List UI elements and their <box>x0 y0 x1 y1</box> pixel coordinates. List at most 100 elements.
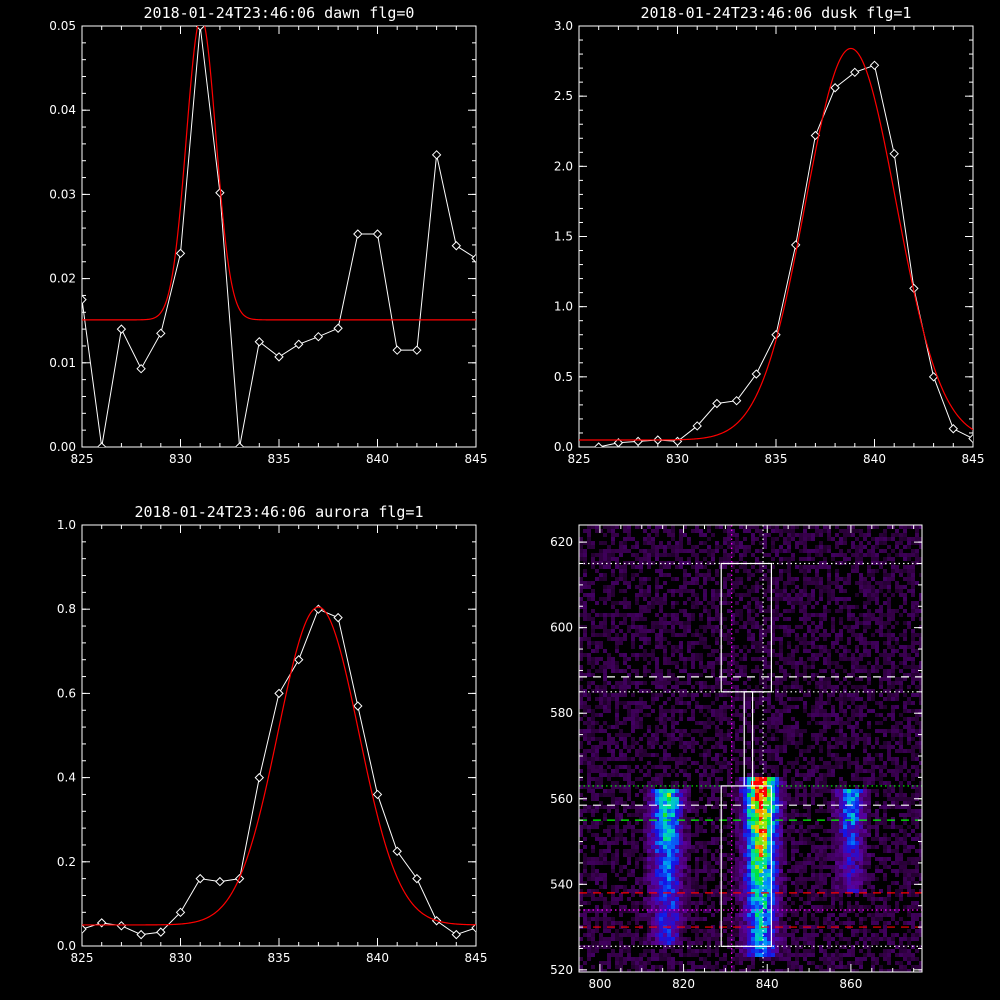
data-point <box>412 345 422 355</box>
y-tick-label: 0.0 <box>57 939 76 953</box>
data-point <box>451 929 462 940</box>
y-tick-label: 0.04 <box>49 103 76 117</box>
image-chart: 800 820 840 860 520 540 560 580 600 620 <box>550 524 923 991</box>
data-point <box>692 421 702 431</box>
data-point <box>215 188 225 198</box>
y-tick-label: 2.5 <box>554 89 573 103</box>
x-tick-label: 845 <box>962 452 985 466</box>
dusk-title: 2018-01-24T23:46:06 dusk flg=1 <box>641 4 912 22</box>
data-point <box>215 876 225 887</box>
x-tick-label: 835 <box>268 951 291 965</box>
x-tick-label: 825 <box>568 452 591 466</box>
aurora-gaussian-fit-line <box>82 606 476 926</box>
y-tick-label: 0.8 <box>57 602 76 616</box>
y-tick-label: 0.00 <box>49 440 76 454</box>
data-point <box>471 923 476 933</box>
y-tick-label: 0.01 <box>49 356 76 370</box>
data-point <box>353 701 363 711</box>
y-tick-label: 580 <box>550 706 573 720</box>
data-point <box>392 345 402 355</box>
y-tick-label: 600 <box>550 621 573 635</box>
aurora-plot-area <box>82 604 476 940</box>
data-point <box>392 846 402 856</box>
x-tick-label: 840 <box>366 452 389 466</box>
y-tick-label: 0.2 <box>57 855 76 869</box>
data-point <box>451 241 462 251</box>
data-point <box>274 352 284 362</box>
data-point <box>633 436 643 447</box>
data-point <box>333 612 343 623</box>
data-point <box>731 395 742 406</box>
data-point <box>293 655 304 665</box>
data-point <box>82 294 87 305</box>
data-point <box>136 363 146 374</box>
data-point <box>254 337 265 347</box>
x-tick-label: 830 <box>666 452 689 466</box>
y-tick-label: 1.0 <box>57 518 76 532</box>
x-tick-label: 830 <box>169 452 192 466</box>
x-tick-label: 840 <box>756 977 779 991</box>
dawn-plot-frame <box>81 25 477 448</box>
data-point <box>968 433 973 444</box>
data-point <box>195 873 205 884</box>
aurora-title: 2018-01-24T23:46:06 aurora flg=1 <box>135 503 424 521</box>
data-point <box>96 442 107 447</box>
data-point <box>372 789 383 800</box>
data-point <box>751 369 762 379</box>
data-point <box>254 772 265 783</box>
data-point <box>116 921 127 931</box>
dawn-chart: 825 830 835 840 845 0.00 0.01 0.02 0.03 0.04 0.05 2… <box>49 4 487 466</box>
data-point <box>810 130 821 141</box>
data-point <box>293 339 304 349</box>
dawn-data-line <box>82 26 476 447</box>
data-point <box>333 323 343 333</box>
dusk-gaussian-fit-line <box>579 47 973 441</box>
y-tick-label: 520 <box>550 963 573 977</box>
y-tick-label: 0.0 <box>554 440 573 454</box>
x-tick-label: 830 <box>169 951 192 965</box>
data-point <box>928 372 939 382</box>
x-tick-label: 800 <box>588 977 611 991</box>
data-point <box>175 907 186 918</box>
data-point <box>850 67 860 78</box>
x-tick-label: 835 <box>765 452 788 466</box>
y-tick-label: 1.0 <box>554 300 573 314</box>
data-point <box>156 328 166 339</box>
data-point <box>830 83 840 93</box>
data-point <box>234 442 245 447</box>
aurora-chart: 825 830 835 840 845 0.0 0.2 0.4 0.6 0.8 1.0 2018-01… <box>57 503 488 965</box>
data-point <box>136 929 146 940</box>
dusk-chart: 825 830 835 840 845 0.0 0.5 1.0 1.5 2.0 2.5 3.0 2018… <box>554 4 985 466</box>
y-tick-label: 620 <box>550 535 573 549</box>
data-point <box>195 26 205 31</box>
data-point <box>175 248 186 259</box>
data-point <box>412 873 422 884</box>
data-point <box>613 438 624 447</box>
y-tick-label: 0.02 <box>49 272 76 286</box>
data-point <box>889 148 899 159</box>
dawn-title: 2018-01-24T23:46:06 dawn flg=0 <box>144 4 415 22</box>
x-tick-label: 825 <box>71 452 94 466</box>
y-tick-label: 2.0 <box>554 159 573 173</box>
x-tick-label: 845 <box>465 951 488 965</box>
dawn-plot-area <box>82 26 476 447</box>
y-tick-label: 1.5 <box>554 230 573 244</box>
data-point <box>274 688 284 699</box>
y-tick-label: 3.0 <box>554 19 573 33</box>
spectrogram-image <box>579 525 922 972</box>
data-point <box>431 150 442 160</box>
image-plot-frame <box>578 524 923 973</box>
data-point <box>712 398 722 409</box>
data-point <box>593 442 604 447</box>
aurora-data-line <box>82 608 476 936</box>
x-tick-label: 840 <box>863 452 886 466</box>
x-tick-label: 825 <box>71 951 94 965</box>
x-tick-label: 820 <box>672 977 695 991</box>
y-tick-label: 540 <box>550 877 573 891</box>
data-point <box>869 60 880 71</box>
x-tick-label: 835 <box>268 452 291 466</box>
x-tick-label: 845 <box>465 452 488 466</box>
y-tick-label: 0.03 <box>49 187 76 201</box>
data-point <box>82 924 87 934</box>
